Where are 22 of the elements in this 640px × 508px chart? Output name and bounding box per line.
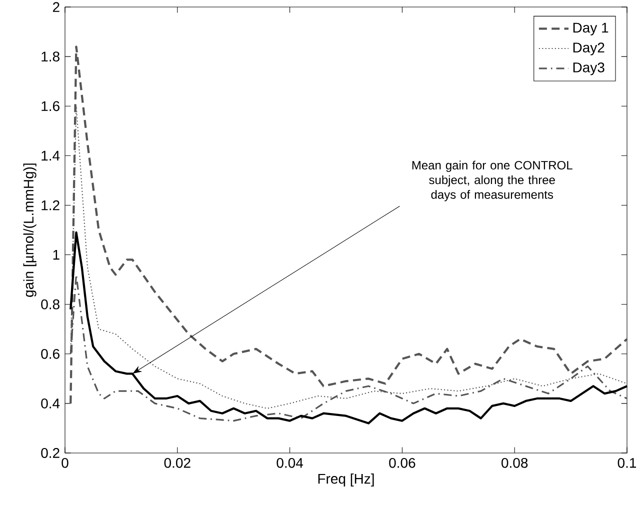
y-tick-label: 1.2: [42, 200, 60, 210]
x-tick-label: 0: [62, 458, 68, 468]
y-tick-label: 0.6: [41, 348, 60, 359]
legend-label: Day 1: [573, 22, 608, 36]
x-tick-label: 0.08: [502, 458, 528, 468]
y-tick-label: 1.6: [42, 101, 60, 112]
x-axis-title: Freq [Hz]: [318, 473, 374, 486]
legend-label: Day3: [573, 62, 604, 76]
annotation: Mean gain for one CONTROL subject, along the three days of measurements: [412, 160, 572, 202]
y-axis-title: gain [µmol/(L.mmHg)]: [23, 164, 36, 297]
y-tick-label: 2: [52, 2, 60, 12]
x-tick-label: 0.06: [389, 458, 416, 468]
y-tick-label: 1.8: [42, 52, 60, 62]
x-tick-label: 0.04: [276, 458, 303, 468]
legend-label: Day2: [573, 42, 604, 56]
y-tick-label: 0.2: [41, 448, 60, 458]
x-tick-label: 0.1: [618, 458, 636, 468]
y-tick-label: 1: [53, 250, 60, 260]
y-tick-label: 1.4: [42, 150, 60, 160]
y-tick-label: 0.8: [41, 299, 60, 310]
y-tick-label: 0.4: [41, 398, 60, 408]
x-tick-label: 0.02: [164, 458, 190, 468]
